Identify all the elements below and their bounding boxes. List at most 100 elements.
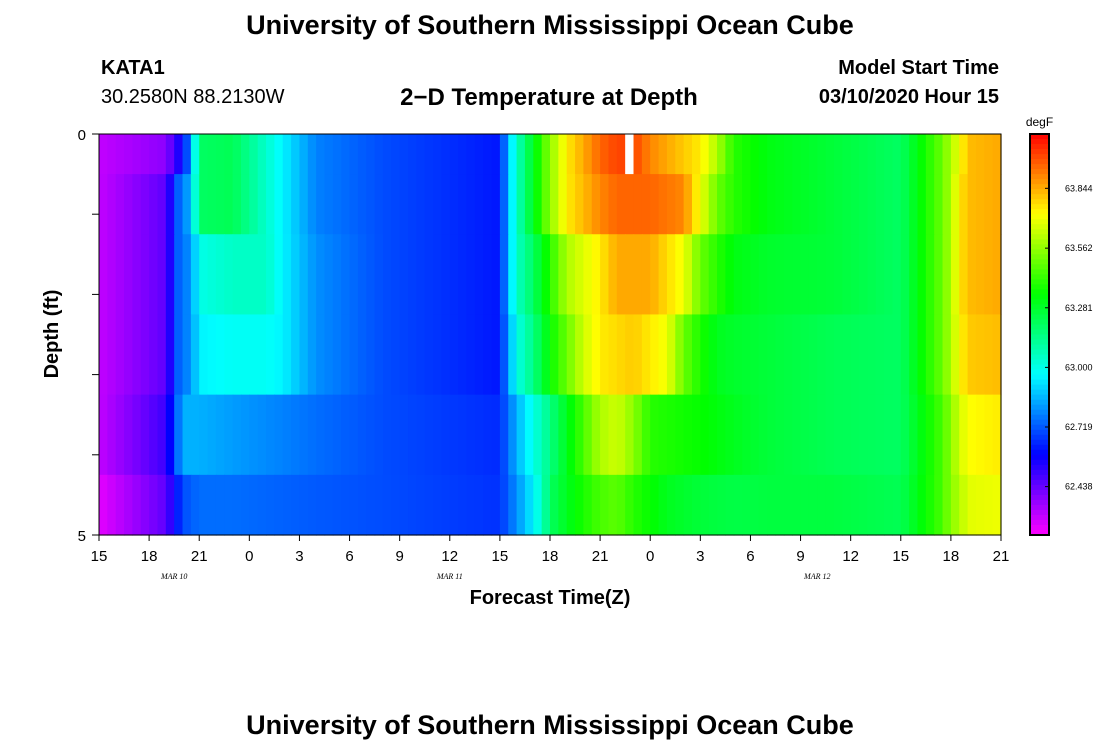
heatmap-cell	[575, 474, 585, 536]
colorbar-segment	[1030, 469, 1049, 476]
heatmap-cell	[550, 134, 559, 175]
heatmap-cell	[132, 394, 142, 476]
heatmap-cell	[140, 394, 150, 476]
heatmap-cell	[474, 134, 484, 175]
heatmap-cell	[859, 234, 868, 316]
heatmap-cell	[499, 234, 509, 316]
colorbar-segment	[1030, 154, 1049, 160]
x-tick-label: 12	[842, 548, 859, 565]
heatmap-cell	[224, 314, 234, 396]
heatmap-cell	[641, 174, 651, 235]
heatmap-cell	[165, 314, 175, 396]
x-tick-label: 6	[746, 548, 754, 565]
heatmap-cell	[107, 394, 117, 476]
heatmap-cell	[491, 474, 501, 536]
heatmap-cell	[666, 234, 676, 316]
heatmap-cell	[215, 174, 225, 235]
heatmap-cell	[808, 134, 818, 175]
heatmap-cell	[992, 234, 1002, 316]
heatmap-cell	[240, 234, 250, 316]
heatmap-cell	[249, 474, 259, 536]
heatmap-cell	[132, 174, 142, 235]
heatmap-cell	[783, 394, 793, 476]
heatmap-cell	[508, 474, 518, 536]
heatmap-cell	[708, 234, 718, 316]
heatmap-cell	[140, 314, 150, 396]
heatmap-cell	[942, 234, 952, 316]
heatmap-cell	[925, 134, 935, 175]
heatmap-cell	[149, 394, 159, 476]
heatmap-cell	[474, 234, 484, 316]
heatmap-cell	[909, 134, 919, 175]
colorbar-segment	[1030, 179, 1049, 185]
colorbar-segment	[1030, 494, 1049, 501]
heatmap-cell	[458, 394, 468, 476]
colorbar-segment	[1030, 414, 1049, 421]
model-start-time: 03/10/2020 Hour 15	[818, 86, 999, 108]
colorbar-segment	[1030, 249, 1049, 255]
heatmap-cell	[316, 134, 326, 175]
heatmap-cell	[274, 134, 284, 175]
heatmap-cell	[892, 394, 902, 476]
colorbar-segment	[1030, 369, 1049, 376]
x-tick-label: 12	[441, 548, 458, 565]
heatmap-cell	[800, 134, 810, 175]
heatmap-cell	[299, 474, 309, 536]
heatmap-cell	[374, 314, 384, 396]
heatmap-cell	[307, 394, 317, 476]
heatmap-cell	[917, 174, 927, 235]
heatmap-cell	[399, 314, 409, 396]
heatmap-cell	[124, 234, 134, 316]
colorbar-segment	[1030, 164, 1049, 170]
heatmap-cell	[591, 134, 601, 175]
heatmap-cell	[817, 314, 827, 396]
heatmap-cell	[750, 174, 760, 235]
heatmap-cell	[499, 314, 509, 396]
heatmap-cell	[850, 394, 860, 476]
heatmap-cell	[508, 134, 518, 175]
heatmap-cell	[650, 134, 660, 175]
heatmap-cell	[466, 234, 476, 316]
heatmap-cell	[775, 134, 785, 175]
heatmap-cell	[717, 234, 726, 316]
heatmap-cell	[900, 174, 910, 235]
colorbar: degF 63.844 63.562 63.281 63.000 62.719 62.438	[1026, 115, 1093, 536]
heatmap-cell	[625, 134, 635, 175]
heatmap-cell	[449, 314, 459, 396]
heatmap-cell	[666, 134, 676, 175]
heatmap-cell	[524, 314, 534, 396]
heatmap-cell	[357, 234, 367, 316]
heatmap-cell	[174, 394, 184, 476]
heatmap-cell	[99, 234, 108, 316]
heatmap-cell	[207, 134, 217, 175]
heatmap-cell	[625, 174, 635, 235]
heatmap-cell	[550, 474, 559, 536]
heatmap-cell	[934, 314, 944, 396]
colorbar-segment	[1030, 514, 1049, 521]
heatmap-cell	[391, 134, 401, 175]
colorbar-segment	[1030, 484, 1049, 491]
heatmap-cell	[408, 314, 417, 396]
heatmap-cell	[357, 394, 367, 476]
heatmap-cell	[650, 394, 660, 476]
heatmap-cell	[132, 134, 142, 175]
heatmap-cell	[925, 394, 935, 476]
heatmap-cell	[274, 394, 284, 476]
heatmap-cell	[541, 134, 551, 175]
heatmap-cell	[817, 394, 827, 476]
heatmap-cell	[391, 474, 401, 536]
colorbar-segment	[1030, 169, 1049, 175]
heatmap-cell	[925, 314, 935, 396]
heatmap-cell	[950, 234, 960, 316]
heatmap-cell	[859, 394, 868, 476]
heatmap-cell	[382, 474, 392, 536]
heatmap-cell	[449, 134, 459, 175]
heatmap-cell	[959, 174, 969, 235]
heatmap-cell	[115, 234, 125, 316]
colorbar-tick-label: 63.562	[1065, 243, 1093, 253]
heatmap-cell	[207, 234, 217, 316]
heatmap-cell	[307, 174, 317, 235]
heatmap-cell	[984, 474, 994, 536]
x-tick-label: 3	[295, 548, 303, 565]
